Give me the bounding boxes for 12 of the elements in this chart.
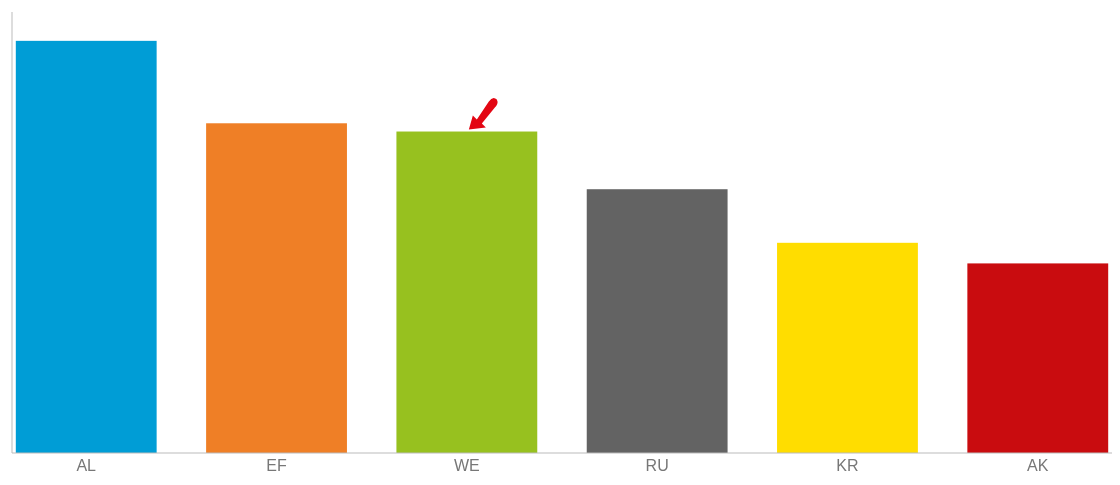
x-tick-label: RU (645, 457, 669, 474)
bar (586, 189, 728, 453)
bar (777, 242, 918, 453)
x-tick-label: KR (836, 457, 859, 474)
x-tick-label: AK (1027, 457, 1049, 474)
bar (967, 263, 1109, 453)
bar (15, 40, 157, 453)
x-tick-label: AL (76, 457, 97, 474)
x-tick-label: EF (266, 457, 287, 474)
bar (206, 123, 347, 453)
x-tick-label: WE (453, 457, 480, 474)
bar (396, 131, 538, 453)
